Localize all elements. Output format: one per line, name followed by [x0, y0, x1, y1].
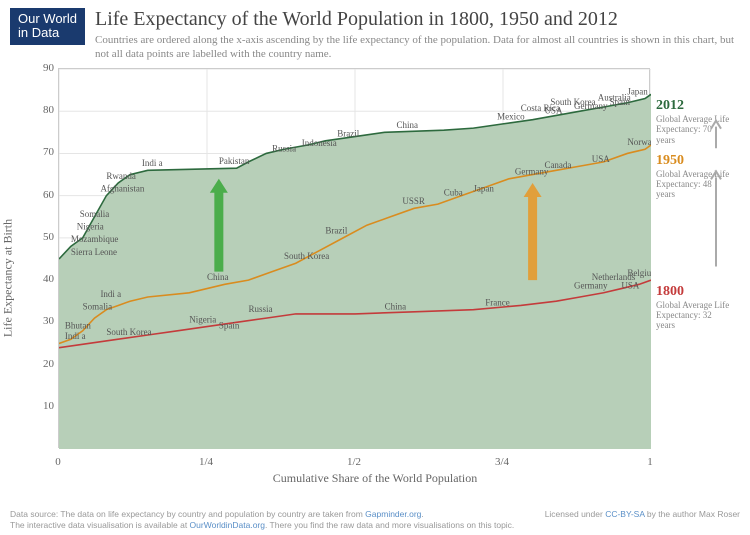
svg-text:Sierra Leone: Sierra Leone	[71, 247, 117, 257]
svg-text:Bhutan: Bhutan	[65, 321, 91, 331]
svg-text:USSR: USSR	[402, 196, 425, 206]
chart-subtitle: Countries are ordered along the x-axis a…	[95, 33, 740, 62]
svg-text:Spain: Spain	[610, 97, 631, 107]
chart-title: Life Expectancy of the World Population …	[95, 8, 740, 31]
y-axis-label: Life Expectancy at Birth	[1, 219, 16, 337]
svg-text:Belgium: Belgium	[627, 268, 651, 278]
y-tick: 20	[38, 358, 54, 370]
source-link[interactable]: Gapminder.org	[365, 509, 421, 519]
logo-line2: in Data	[18, 26, 77, 40]
x-axis-label: Cumulative Share of the World Population	[273, 471, 477, 486]
svg-text:China: China	[385, 302, 407, 312]
y-tick: 80	[38, 104, 54, 116]
header: Our World in Data Life Expectancy of the…	[0, 0, 750, 66]
svg-text:Cuba: Cuba	[444, 188, 463, 198]
svg-text:Rwanda: Rwanda	[106, 171, 136, 181]
license-link[interactable]: CC-BY-SA	[605, 509, 644, 519]
license-block: Licensed under CC-BY-SA by the author Ma…	[545, 509, 740, 520]
svg-text:China: China	[396, 120, 418, 130]
svg-text:Indi a: Indi a	[65, 331, 86, 341]
svg-text:Brazil: Brazil	[337, 129, 359, 139]
y-tick: 70	[38, 146, 54, 158]
svg-text:South Korea: South Korea	[284, 251, 329, 261]
svg-text:South Korea: South Korea	[106, 327, 151, 337]
chart-area: Life Expectancy at Birth Cumulative Shar…	[10, 68, 740, 488]
y-tick: 10	[38, 400, 54, 412]
svg-text:Somalia: Somalia	[83, 302, 113, 312]
x-tick: 3/4	[495, 456, 509, 468]
y-tick: 30	[38, 315, 54, 327]
y-tick: 90	[38, 62, 54, 74]
svg-text:France: France	[485, 297, 510, 307]
footer: Licensed under CC-BY-SA by the author Ma…	[10, 509, 740, 531]
svg-text:Indi a: Indi a	[142, 158, 163, 168]
y-tick: 60	[38, 189, 54, 201]
svg-text:Japan: Japan	[627, 86, 648, 96]
y-tick: 50	[38, 231, 54, 243]
x-tick: 1/2	[347, 456, 361, 468]
plot-region: Sierra Leone Mozambique Nigeria Somalia Afgh…	[58, 68, 650, 448]
logo-line1: Our World	[18, 12, 77, 26]
interactive-link[interactable]: OurWorldinData.org	[190, 520, 265, 530]
svg-text:Japan: Japan	[473, 183, 494, 193]
svg-text:Nigeria: Nigeria	[189, 314, 216, 324]
x-tick: 0	[55, 456, 61, 468]
x-tick: 1	[647, 456, 653, 468]
svg-text:China: China	[207, 272, 229, 282]
x-tick: 1/4	[199, 456, 213, 468]
svg-text:Indi a: Indi a	[100, 289, 121, 299]
svg-text:USA: USA	[621, 281, 640, 291]
svg-text:Pakistan: Pakistan	[219, 156, 250, 166]
svg-text:Canada: Canada	[544, 160, 571, 170]
title-block: Life Expectancy of the World Population …	[95, 8, 740, 62]
svg-text:Indonesia: Indonesia	[302, 138, 337, 148]
svg-text:Russia: Russia	[272, 143, 296, 153]
y-tick: 40	[38, 273, 54, 285]
svg-text:Norway: Norway	[627, 137, 651, 147]
svg-text:Afghanistan: Afghanistan	[100, 183, 144, 193]
svg-text:USA: USA	[592, 154, 611, 164]
svg-text:Somalia: Somalia	[80, 209, 110, 219]
svg-text:Mozambique: Mozambique	[71, 234, 119, 244]
svg-text:Russia: Russia	[248, 304, 272, 314]
svg-text:Spain: Spain	[219, 321, 240, 331]
svg-text:Brazil: Brazil	[325, 226, 347, 236]
logo: Our World in Data	[10, 8, 85, 45]
svg-text:Nigeria: Nigeria	[77, 221, 104, 231]
